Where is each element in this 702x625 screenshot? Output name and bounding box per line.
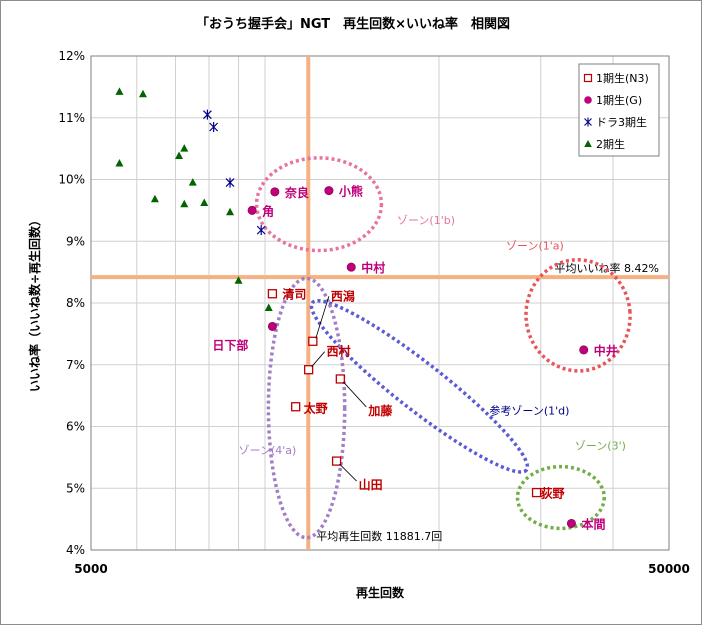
point-n3 [304, 365, 314, 375]
point-2ki [150, 194, 159, 203]
point-label: 角 [262, 203, 274, 218]
legend-label: 1期生(N3) [596, 71, 649, 85]
x-tick-label: 50000 [648, 562, 690, 576]
legend-box [578, 63, 660, 157]
point-2ki [175, 151, 184, 160]
avg-views-label: 平均再生回数 11881.7回 [316, 529, 442, 543]
label-leader [343, 381, 367, 408]
point-dora3 [209, 122, 219, 133]
point-g [267, 321, 277, 331]
point-label: 奈良 [284, 185, 309, 200]
zone-label: ゾーン(1'a) [506, 239, 564, 252]
zone-label: 参考ゾーン(1'd) [489, 403, 569, 417]
point-g [270, 187, 280, 197]
zone-label: ゾーン(4'a) [239, 444, 297, 457]
point-label: 加藤 [367, 403, 393, 418]
chart-title: 「おうち握手会」NGT 再生回数×いいね率 相関図 [196, 16, 510, 32]
zone-ellipse [515, 464, 606, 531]
legend-marker-2ki [584, 140, 592, 147]
legend-label: 1期生(G) [596, 93, 642, 107]
legend-marker-g [584, 96, 592, 104]
point-2ki [226, 207, 235, 216]
y-tick-label: 10% [58, 173, 85, 187]
point-2ki [200, 198, 209, 206]
point-dora3 [225, 177, 235, 188]
point-2ki [234, 276, 243, 284]
zone-ellipse [309, 298, 530, 474]
point-label: 山田 [359, 477, 383, 492]
legend: 1期生(N3) 1期生(G) ドラ3期生 2期生 [578, 63, 660, 157]
point-label: 本間 [581, 516, 605, 531]
point-label: 太野 [304, 401, 328, 416]
y-tick-label: 8% [66, 296, 85, 310]
legend-marker-dora3 [584, 117, 592, 127]
axis-ticks: 4% 5% 6% 7% 8% 9% 10% 11% 12% 5000 50000 [58, 49, 690, 576]
y-tick-label: 9% [66, 234, 85, 248]
y-tick-label: 7% [66, 358, 85, 372]
point-dora3 [202, 109, 212, 120]
point-label: 西潟 [331, 288, 355, 303]
zone-label: ゾーン(3') [575, 440, 626, 453]
point-g [247, 205, 257, 215]
point-g [579, 345, 589, 355]
point-g [566, 518, 576, 528]
point-n3 [308, 336, 318, 346]
point-2ki [188, 178, 197, 186]
y-axis-title: いいね率（いいね数÷再生回数） [27, 214, 42, 392]
legend-label: 2期生 [596, 137, 625, 151]
point-label: 荻野 [541, 486, 565, 501]
point-g [346, 262, 356, 272]
x-tick-label: 5000 [74, 562, 107, 576]
point-2ki [138, 89, 147, 98]
point-2ki [115, 158, 124, 167]
zone-ellipse [254, 156, 384, 253]
label-leader [339, 463, 357, 482]
point-n3 [335, 374, 345, 384]
point-n3 [291, 402, 301, 412]
point-n3 [267, 289, 278, 299]
point-label: 清司 [282, 287, 306, 302]
zone-label: ゾーン(1'b) [397, 214, 455, 227]
zone-ellipse [266, 276, 347, 540]
plot-area [90, 55, 670, 551]
y-tick-label: 5% [66, 481, 85, 495]
point-2ki [264, 303, 273, 311]
y-tick-label: 6% [66, 420, 85, 434]
point-label: 中村 [361, 260, 385, 275]
point-n3 [531, 487, 542, 498]
point-2ki [180, 199, 189, 208]
zones: ゾーン(1'b) ゾーン(1'a) 参考ゾーン(1'd) ゾーン(4'a) ゾーン(3'… [239, 156, 632, 540]
x-axis-title: 再生回数 [356, 585, 405, 600]
point-dora3 [256, 225, 266, 236]
y-tick-label: 4% [66, 543, 85, 557]
point-n3 [331, 456, 342, 466]
zone-ellipse [524, 258, 632, 373]
y-tick-label: 12% [58, 49, 85, 63]
label-leader [311, 351, 325, 367]
legend-marker-n3 [583, 73, 593, 83]
y-tick-label: 11% [58, 111, 85, 125]
point-label: 中井 [594, 343, 618, 358]
point-g [324, 186, 334, 196]
point-label: 日下部 [212, 337, 248, 352]
point-2ki [180, 144, 189, 152]
point-label: 西村 [327, 344, 351, 359]
legend-label: ドラ3期生 [596, 115, 647, 129]
point-2ki [115, 87, 124, 95]
label-leader [315, 296, 330, 339]
point-label: 小熊 [339, 184, 363, 199]
